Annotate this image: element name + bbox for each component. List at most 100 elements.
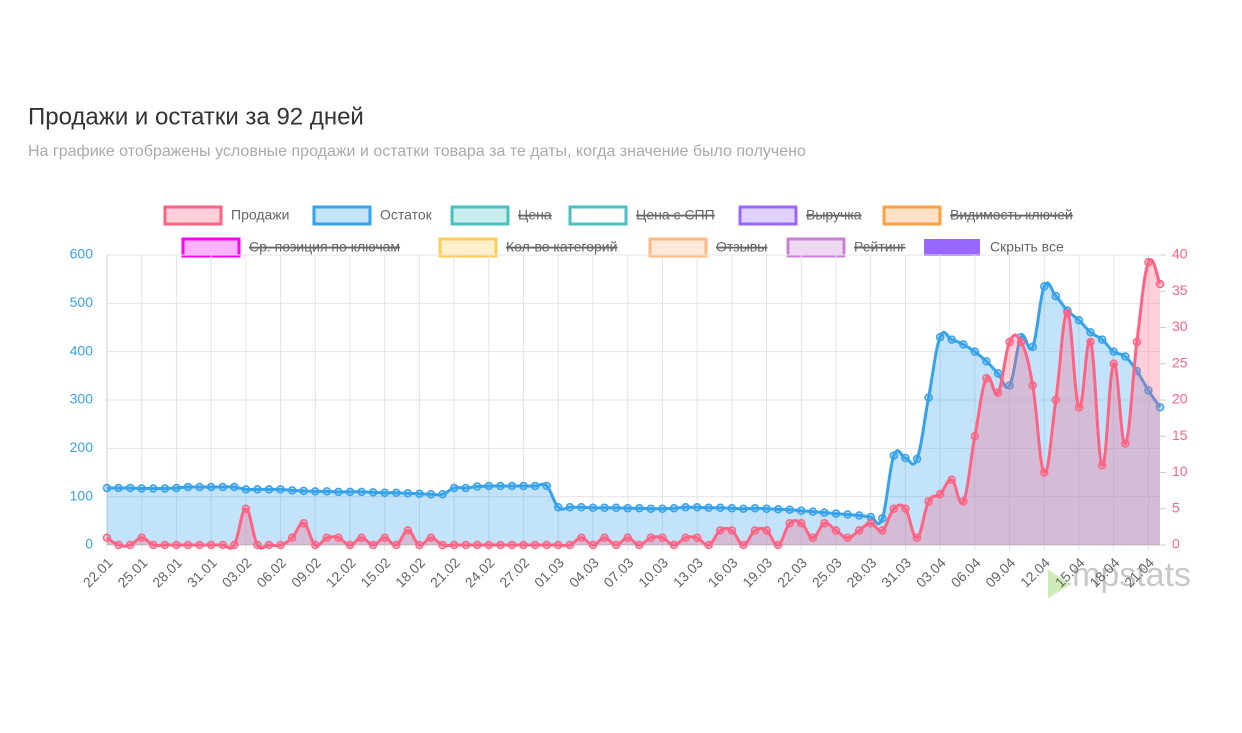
x-tick-label: 28.01: [149, 554, 185, 590]
legend-swatch[interactable]: [738, 205, 798, 226]
legend-label[interactable]: Отзывы: [716, 239, 767, 255]
data-point: [716, 503, 725, 513]
y2-tick-label: 15: [1172, 427, 1188, 443]
data-point: [195, 540, 204, 550]
series-line: [106, 258, 1162, 550]
data-point: [1155, 403, 1165, 412]
data-point: [449, 540, 459, 550]
data-point: [484, 481, 494, 491]
data-point: [172, 540, 181, 550]
legend-swatch[interactable]: [438, 237, 498, 258]
legend-label[interactable]: Остаток: [380, 207, 433, 223]
data-point: [322, 533, 332, 542]
data-point: [554, 540, 563, 550]
data-point: [681, 503, 690, 512]
data-point: [797, 519, 806, 528]
x-tick-label: 18.02: [392, 554, 428, 590]
x-tick-label: 16.03: [705, 554, 741, 590]
data-point: [750, 526, 760, 535]
x-tick-label: 15.02: [357, 554, 393, 590]
data-point: [878, 514, 887, 523]
data-point: [345, 540, 355, 550]
data-point: [507, 481, 517, 491]
data-point: [380, 533, 389, 542]
legend-swatch[interactable]: [450, 205, 510, 226]
legend-label[interactable]: Продажи: [231, 207, 289, 223]
data-point: [368, 488, 378, 497]
data-point: [264, 540, 274, 550]
data-point: [276, 485, 285, 494]
legend-label[interactable]: Цена: [518, 207, 552, 223]
data-point: [149, 484, 158, 493]
data-point: [1086, 328, 1095, 337]
data-point: [484, 540, 494, 550]
legend-swatch[interactable]: [786, 237, 846, 258]
data-point: [102, 483, 112, 493]
legend-swatch[interactable]: [568, 205, 628, 226]
legend-swatch[interactable]: [648, 237, 708, 258]
data-point: [1005, 381, 1014, 390]
legend-label[interactable]: Кол-во категорий: [506, 239, 617, 255]
legend-label[interactable]: Цена с СПП: [636, 207, 715, 223]
data-point: [415, 489, 424, 499]
x-tick-label: 07.03: [600, 554, 636, 590]
legend-button-swatch[interactable]: [924, 239, 980, 256]
data-point: [206, 540, 216, 550]
data-point: [843, 533, 852, 542]
data-point: [114, 483, 123, 493]
legend-label[interactable]: Рейтинг: [854, 239, 905, 255]
data-point: [241, 485, 251, 494]
area-fill: [107, 282, 1160, 545]
legend-swatch[interactable]: [181, 237, 241, 258]
x-tick-label: 03.02: [219, 554, 255, 590]
x-tick-label: 24.02: [462, 554, 498, 590]
data-point: [970, 432, 980, 441]
data-point: [392, 540, 401, 550]
legend-button[interactable]: Скрыть все: [990, 239, 1064, 255]
data-point: [149, 540, 158, 550]
data-point: [635, 504, 644, 513]
legend-swatch[interactable]: [312, 205, 372, 226]
legend-label[interactable]: Ср. позиция по ключам: [249, 239, 400, 255]
data-point: [1040, 282, 1049, 291]
data-point: [415, 540, 424, 550]
data-point: [1063, 308, 1072, 318]
data-point: [530, 540, 540, 550]
data-point: [831, 526, 841, 535]
legend-label[interactable]: Выручка: [806, 207, 862, 223]
y2-tick-label: 10: [1172, 463, 1188, 479]
data-point: [762, 504, 771, 513]
x-tick-label: 04.03: [566, 554, 602, 590]
data-point: [264, 485, 274, 494]
data-point: [276, 540, 285, 550]
legend-label[interactable]: Видимость ключей: [950, 207, 1073, 223]
x-tick-label: 03.04: [913, 554, 949, 590]
data-point: [357, 533, 366, 542]
data-point: [1040, 468, 1049, 477]
y2-tick-label: 5: [1172, 499, 1180, 515]
data-point: [125, 483, 135, 493]
data-point: [993, 369, 1003, 378]
data-point: [646, 533, 656, 542]
data-point: [854, 526, 864, 535]
x-tick-label: 25.03: [809, 554, 845, 590]
legend-swatch[interactable]: [163, 205, 223, 226]
data-point: [426, 533, 436, 542]
data-point: [577, 503, 586, 512]
data-point: [380, 488, 389, 498]
data-point: [820, 508, 829, 517]
y-tick-label: 0: [85, 536, 93, 552]
y-tick-label: 100: [70, 487, 94, 503]
data-point: [889, 451, 899, 460]
data-point: [704, 503, 713, 513]
legend-swatch[interactable]: [882, 205, 942, 226]
data-point: [785, 519, 794, 528]
data-point: [461, 540, 470, 550]
data-point: [982, 357, 991, 366]
data-point: [507, 540, 517, 550]
data-point: [160, 484, 170, 493]
data-point: [669, 540, 679, 550]
data-point: [1121, 439, 1130, 448]
x-tick-label: 13.03: [670, 554, 706, 590]
data-point: [1132, 337, 1142, 347]
